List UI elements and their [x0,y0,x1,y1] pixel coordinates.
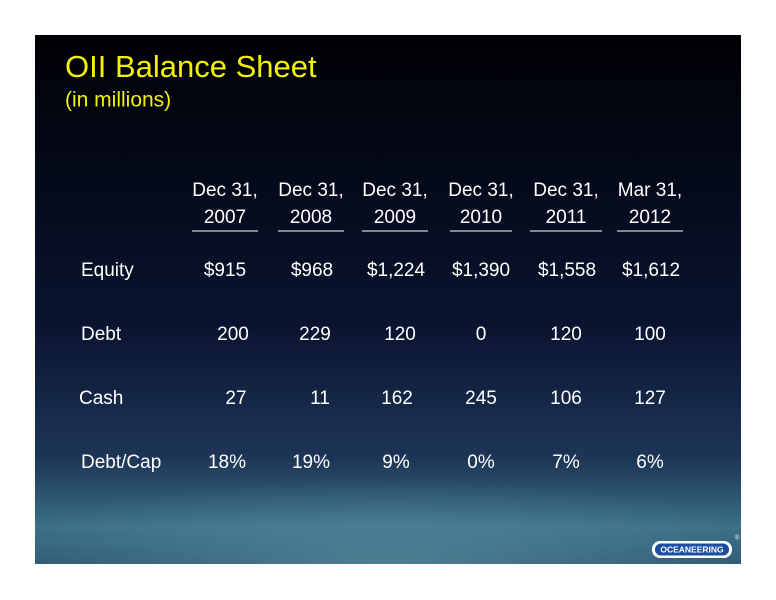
row-label: Equity [81,260,134,281]
column-header: 2011 [546,207,587,228]
logo-registered: ® [735,535,740,542]
table-cell: 7% [552,452,580,473]
row-label: Debt/Cap [81,452,161,473]
logo-inner [655,543,729,556]
column-header: 2010 [460,207,502,228]
table-cell: $1,224 [367,260,426,281]
column-header: 2009 [374,207,416,228]
column-header: Dec 31, [278,180,343,201]
table-cell: 18% [208,452,246,473]
table-cell: 9% [382,452,410,473]
table-cell: $915 [204,260,246,281]
table-cell: $1,390 [452,260,510,281]
table-cell: 245 [465,388,497,409]
table-cell: 120 [550,324,582,345]
table-cell: 6% [636,452,664,473]
title: OII Balance Sheet [65,49,317,84]
column-header: 2012 [629,207,671,228]
table-cell: $968 [291,260,333,281]
column-header: Mar 31, [618,180,682,201]
table-cell: 120 [384,324,416,345]
logo-text: OCEANEERING [660,544,724,554]
table-cell: 229 [299,324,331,345]
table-cell: 127 [634,388,666,409]
column-header: Dec 31, [362,180,427,201]
subtitle: (in millions) [65,89,171,112]
column-header: Dec 31, [192,180,257,201]
table-cell: 162 [381,388,413,409]
column-header: 2008 [290,207,332,228]
column-header: Dec 31, [533,180,598,201]
table-cell: 106 [550,388,582,409]
row-label: Cash [79,388,123,409]
column-header: Dec 31, [448,180,513,201]
table-cell: 11 [310,388,330,409]
seafloor-glow [35,420,741,564]
table-cell: $1,612 [622,260,680,281]
column-header: 2007 [204,207,246,228]
table-cell: 0 [476,324,487,345]
table-cell: 0% [467,452,495,473]
row-label: Debt [81,324,122,345]
table-cell: 100 [634,324,666,345]
table-cell: $1,558 [538,260,596,281]
balance-table: Dec 31, 2007 Dec 31, 2008 Dec 31, 2009 Dec 31,… [79,180,683,473]
table-cell: 27 [225,388,246,409]
table-cell: 19% [292,452,330,473]
table-cell: 200 [217,324,249,345]
